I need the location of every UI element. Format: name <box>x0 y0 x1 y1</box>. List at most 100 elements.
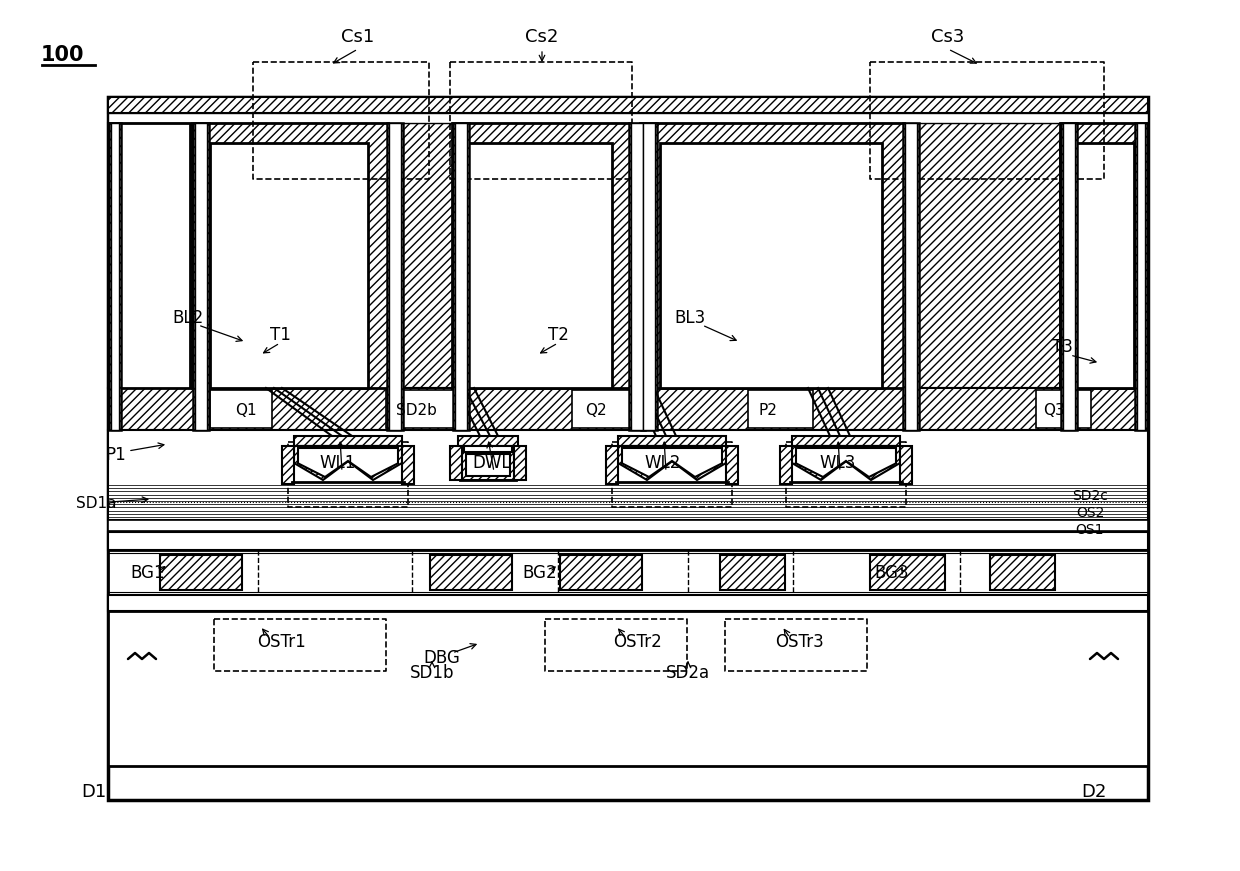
Text: SD1b: SD1b <box>409 664 454 682</box>
Text: BG2: BG2 <box>523 564 557 582</box>
Bar <box>905 123 918 430</box>
Bar <box>430 555 512 590</box>
Bar <box>108 97 1148 113</box>
Bar <box>463 452 515 480</box>
Bar <box>1137 123 1145 430</box>
Text: Cs3: Cs3 <box>931 28 965 46</box>
Bar <box>629 123 645 430</box>
Bar <box>780 446 792 484</box>
Bar <box>515 446 526 480</box>
Text: D2: D2 <box>1081 783 1106 801</box>
Bar <box>1035 390 1091 428</box>
Text: Q3: Q3 <box>1043 402 1065 417</box>
Bar <box>644 123 655 430</box>
Bar <box>210 143 368 388</box>
Bar <box>560 555 642 590</box>
Bar <box>1060 143 1135 388</box>
Bar <box>641 123 657 430</box>
Text: WL3: WL3 <box>820 454 856 472</box>
Bar <box>193 123 210 430</box>
Bar <box>210 390 272 428</box>
Bar <box>108 520 1148 532</box>
Bar <box>725 446 738 484</box>
Bar <box>631 123 644 430</box>
Bar <box>903 123 919 430</box>
Bar <box>720 555 785 590</box>
Text: BG3: BG3 <box>874 564 909 582</box>
Text: DBG: DBG <box>424 649 460 667</box>
Bar <box>1063 123 1075 430</box>
Text: Q2: Q2 <box>585 402 606 417</box>
Text: WL2: WL2 <box>645 454 681 472</box>
Bar <box>660 143 882 388</box>
Bar <box>108 532 1148 550</box>
Bar <box>108 113 1148 123</box>
Bar <box>112 123 119 430</box>
Text: OS2: OS2 <box>1076 506 1104 520</box>
Bar <box>192 123 388 388</box>
Text: T2: T2 <box>548 326 568 344</box>
Polygon shape <box>618 446 725 480</box>
Bar <box>402 446 414 484</box>
Text: OSTr3: OSTr3 <box>776 633 825 651</box>
Text: OS1: OS1 <box>1076 523 1105 537</box>
Bar <box>453 123 630 388</box>
Bar <box>195 123 207 430</box>
Bar <box>1060 123 1148 388</box>
Text: P1: P1 <box>105 446 126 464</box>
Bar <box>640 123 904 388</box>
Polygon shape <box>298 448 398 477</box>
Bar <box>458 436 518 446</box>
Text: WL1: WL1 <box>320 454 356 472</box>
Bar <box>294 436 402 446</box>
Polygon shape <box>622 448 722 477</box>
Text: SD2a: SD2a <box>666 664 711 682</box>
Bar <box>387 123 403 430</box>
Text: BL3: BL3 <box>675 309 706 327</box>
Text: 100: 100 <box>40 45 84 65</box>
Bar <box>108 430 1148 520</box>
Text: Q1: Q1 <box>236 402 257 417</box>
Bar <box>792 436 900 446</box>
Text: DWL: DWL <box>472 454 511 472</box>
Text: T1: T1 <box>269 326 290 344</box>
Text: D1: D1 <box>82 783 107 801</box>
Bar <box>572 390 637 428</box>
Bar <box>160 555 242 590</box>
Bar <box>108 123 1148 388</box>
Bar <box>108 611 1148 766</box>
Polygon shape <box>294 446 402 480</box>
Bar <box>108 123 190 388</box>
Text: OSTr1: OSTr1 <box>258 633 306 651</box>
Bar <box>466 454 510 476</box>
Bar <box>624 446 720 452</box>
Text: SD2c: SD2c <box>1073 489 1107 503</box>
Bar <box>453 123 469 430</box>
Bar <box>900 446 911 484</box>
Text: T3: T3 <box>1052 338 1073 356</box>
Bar <box>455 123 467 430</box>
Text: BG1: BG1 <box>130 564 165 582</box>
Bar <box>389 123 401 430</box>
Bar <box>799 446 894 452</box>
Bar <box>618 436 725 446</box>
Text: OSTr2: OSTr2 <box>614 633 662 651</box>
Text: SD2b: SD2b <box>396 402 436 417</box>
Text: SD1a: SD1a <box>76 496 117 510</box>
Bar <box>108 97 1148 800</box>
Bar <box>108 550 1148 595</box>
Bar <box>300 446 396 452</box>
Bar <box>870 555 945 590</box>
Bar <box>386 390 461 428</box>
Bar <box>748 390 813 428</box>
Bar <box>450 446 463 480</box>
Bar <box>990 555 1055 590</box>
Bar <box>464 446 512 452</box>
Text: P2: P2 <box>759 402 777 417</box>
Text: BL2: BL2 <box>172 309 203 327</box>
Bar <box>108 595 1148 611</box>
Bar <box>281 446 294 484</box>
Polygon shape <box>796 448 897 477</box>
Text: Cs1: Cs1 <box>341 28 374 46</box>
Bar <box>1061 123 1078 430</box>
